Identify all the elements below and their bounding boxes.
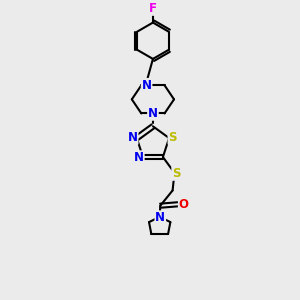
Text: N: N [128, 131, 138, 144]
Text: F: F [149, 2, 157, 15]
Text: O: O [179, 198, 189, 211]
Text: N: N [142, 79, 152, 92]
Text: N: N [148, 107, 158, 120]
Text: S: S [172, 167, 181, 180]
Text: N: N [134, 151, 144, 164]
Text: S: S [168, 131, 177, 144]
Text: N: N [155, 211, 165, 224]
